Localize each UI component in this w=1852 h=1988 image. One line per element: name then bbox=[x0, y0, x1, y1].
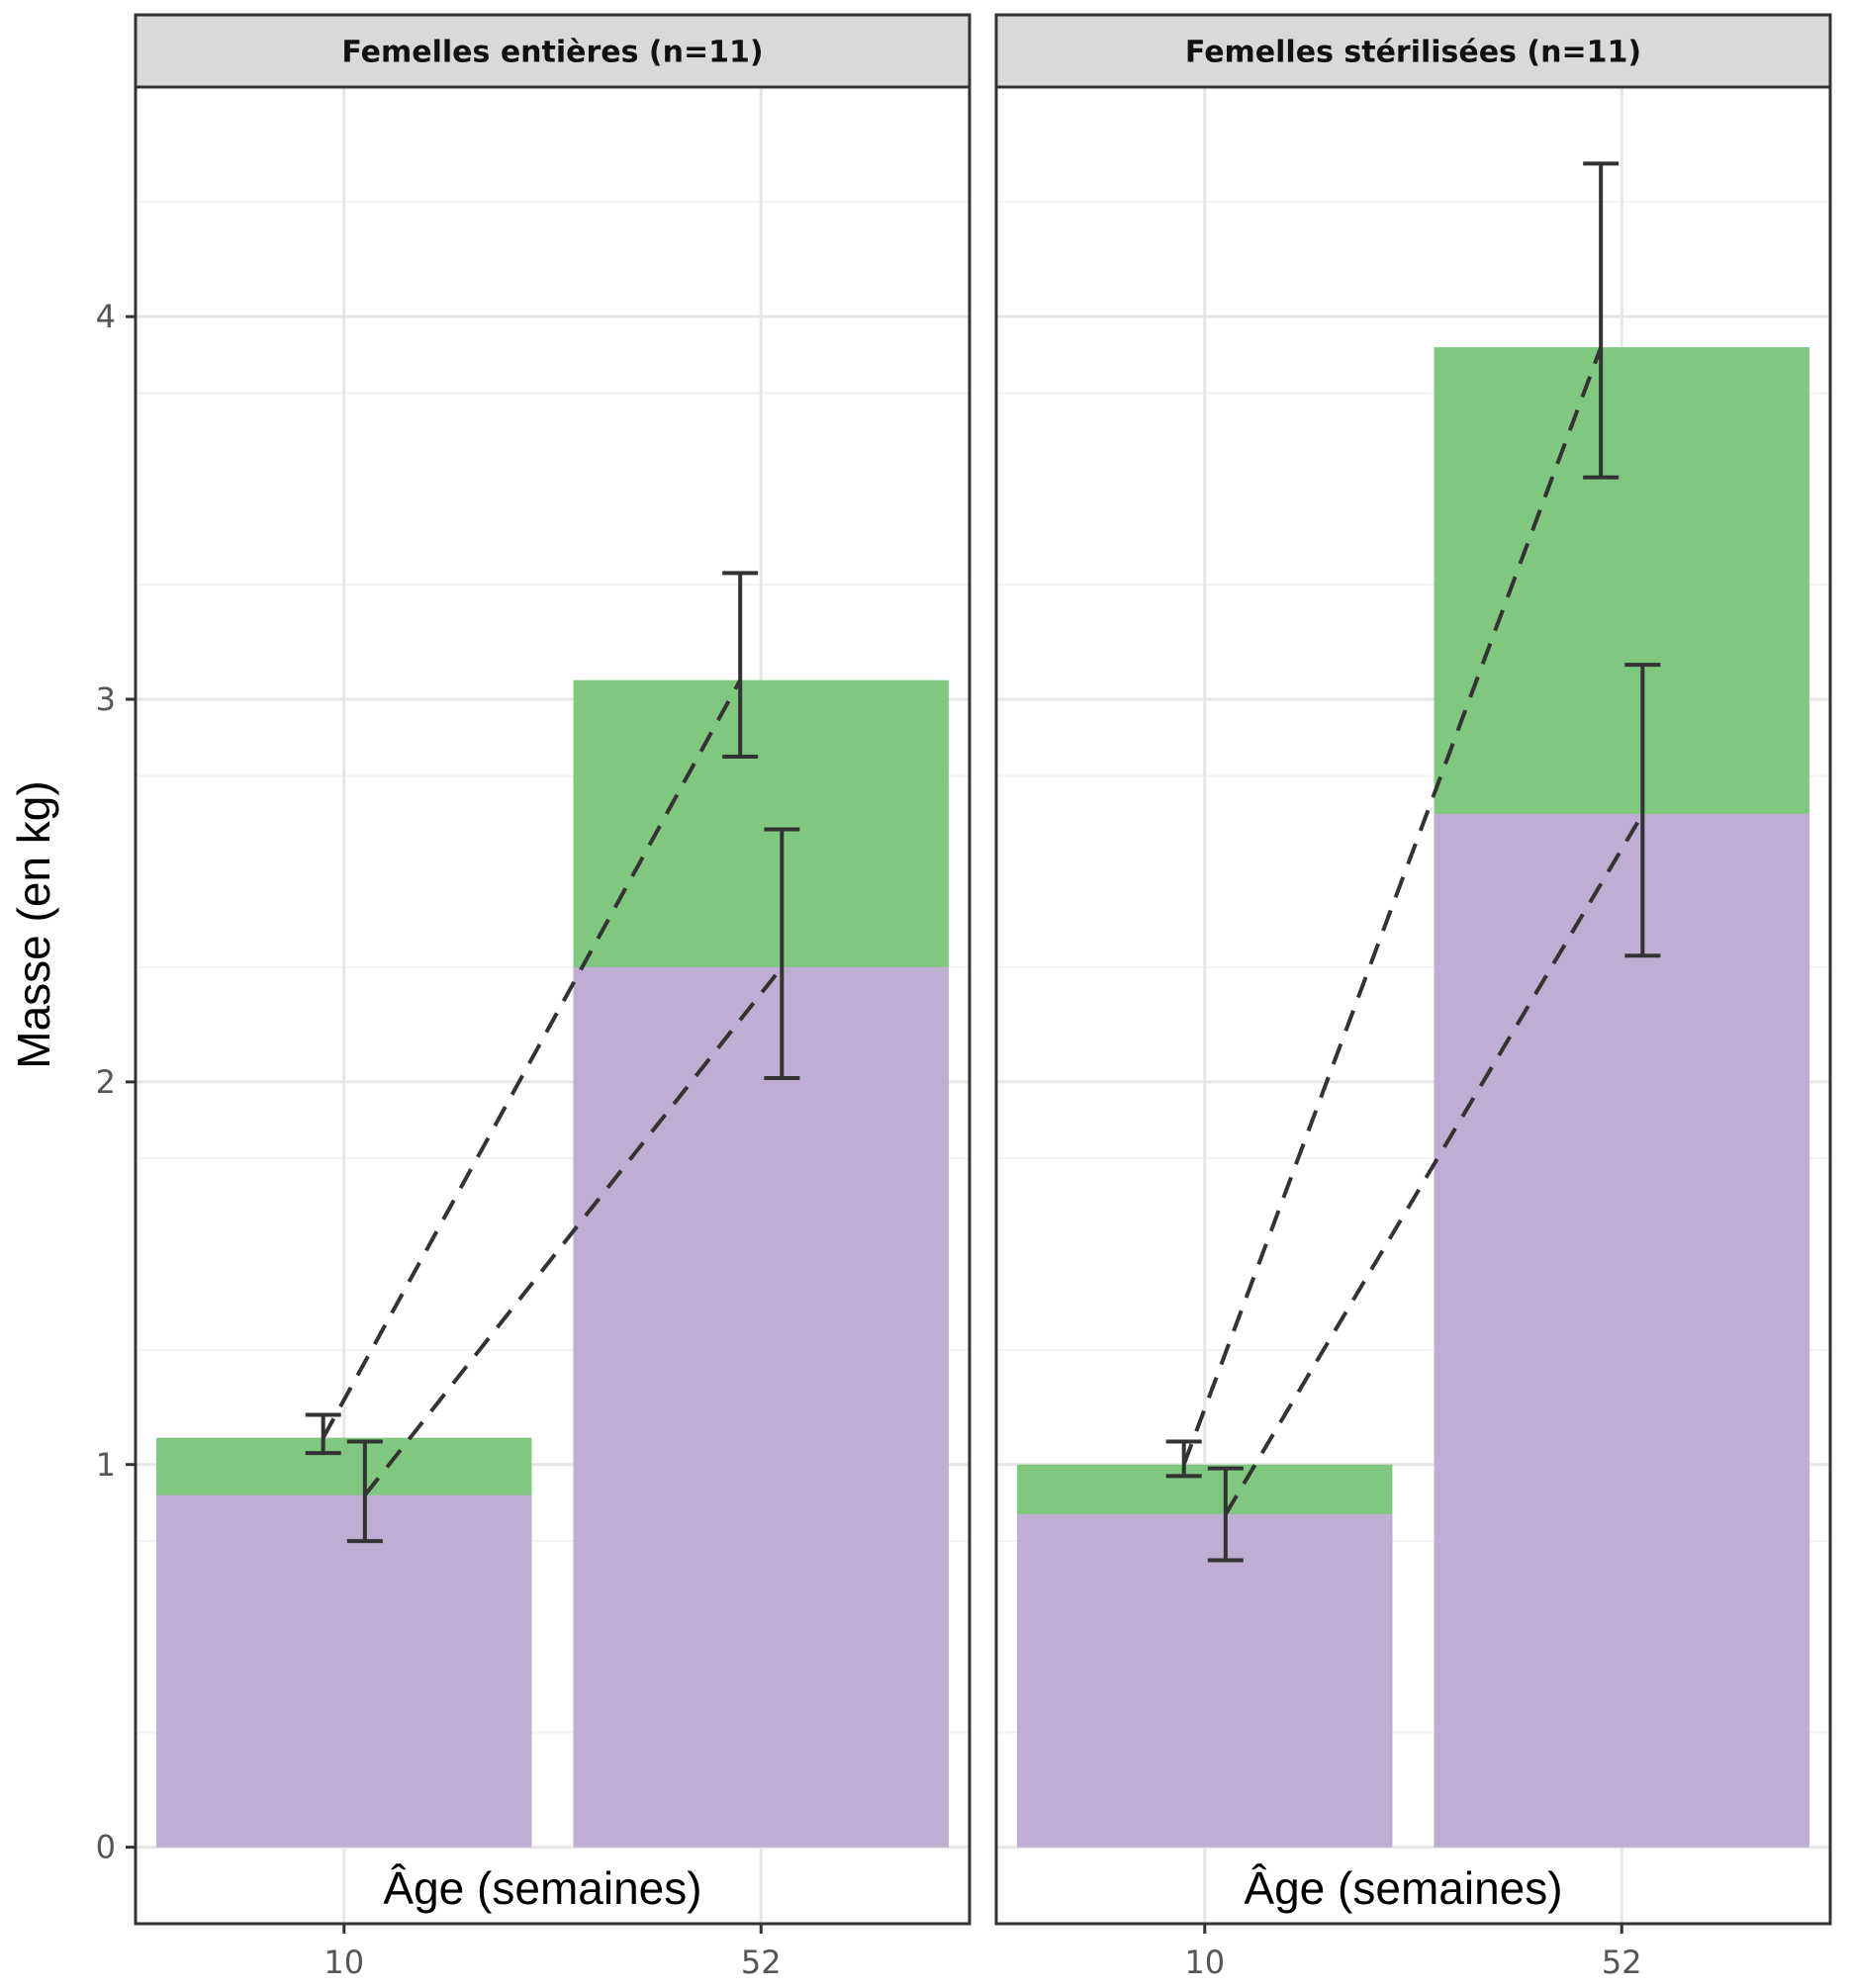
error-bar-green-52 bbox=[722, 571, 759, 760]
x-tick-label: 52 bbox=[741, 1943, 782, 1981]
panel-title: Femelles entières (n=11) bbox=[341, 36, 763, 70]
panel-1: Femelles entières (n=11)Âge (semaines)10… bbox=[96, 13, 972, 1981]
trend-line-green bbox=[321, 678, 742, 1439]
bar-purple-52 bbox=[573, 966, 949, 1848]
bar-purple-10 bbox=[156, 1494, 532, 1848]
trend-line-green bbox=[1181, 346, 1604, 1466]
y-axis-title: Masse (en kg) bbox=[8, 780, 59, 1068]
bar-purple-10 bbox=[1017, 1514, 1393, 1848]
x-tick-label: 52 bbox=[1602, 1943, 1642, 1981]
strip-background bbox=[134, 13, 972, 89]
x-tick-label: 10 bbox=[324, 1943, 364, 1981]
error-bar-purple-10 bbox=[346, 1439, 383, 1544]
error-bar-purple-52 bbox=[1624, 663, 1661, 958]
bar-purple-52 bbox=[1434, 814, 1809, 1848]
y-tick-label: 2 bbox=[96, 1063, 116, 1101]
panel-title: Femelles stérilisées (n=11) bbox=[1185, 36, 1641, 70]
x-axis-title: Âge (semaines) bbox=[383, 1862, 701, 1914]
chart-panels: Femelles entières (n=11)Âge (semaines)10… bbox=[96, 13, 1832, 1981]
error-bar-green-52 bbox=[1583, 161, 1620, 480]
y-tick-label: 1 bbox=[96, 1446, 116, 1484]
y-tick-label: 0 bbox=[96, 1829, 116, 1866]
error-bar-green-10 bbox=[305, 1412, 341, 1456]
strip-background bbox=[994, 13, 1832, 89]
x-axis-title: Âge (semaines) bbox=[1244, 1862, 1562, 1914]
error-bar-purple-10 bbox=[1207, 1466, 1244, 1563]
error-bar-purple-52 bbox=[764, 827, 800, 1081]
y-tick-label: 4 bbox=[96, 298, 116, 335]
trend-line-purple bbox=[363, 965, 784, 1496]
trend-line-purple bbox=[1224, 813, 1645, 1516]
error-bar-green-10 bbox=[1165, 1439, 1202, 1479]
y-tick-label: 3 bbox=[96, 680, 116, 718]
x-tick-label: 10 bbox=[1184, 1943, 1225, 1981]
panel-2: Femelles stérilisées (n=11) Âge (semaines… bbox=[994, 13, 1832, 1981]
